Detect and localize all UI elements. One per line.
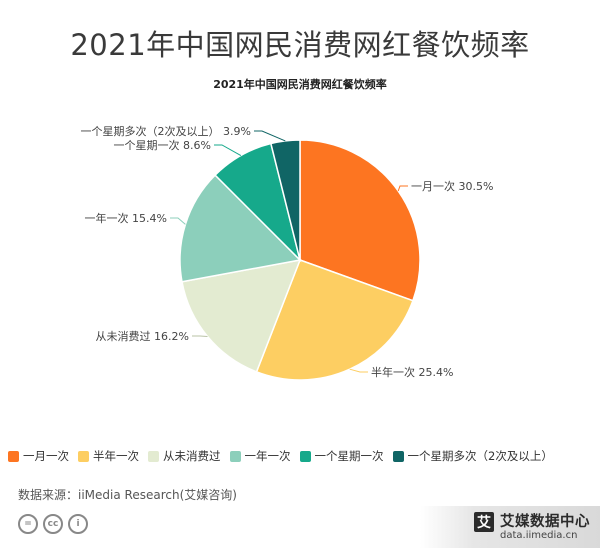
slice-label-yearly: 一年一次 15.4% <box>85 211 167 225</box>
legend-label: 半年一次 <box>93 449 139 463</box>
legend-item-monthly: 一月一次 <box>8 448 69 464</box>
legend-label: 从未消费过 <box>163 449 221 463</box>
slice-label-never: 从未消费过 16.2% <box>96 329 189 343</box>
leader-line-weekly-multiple <box>254 130 286 142</box>
legend-swatch <box>148 450 159 462</box>
legend-item-half-year: 半年一次 <box>78 448 139 464</box>
license-icons: = cc i <box>18 514 93 534</box>
legend-label: 一个星期一次 <box>314 449 384 463</box>
legend-swatch <box>8 450 19 462</box>
brand-band <box>420 506 600 548</box>
brand-logo-icon: 艾 <box>474 512 494 532</box>
legend-swatch <box>229 450 241 462</box>
pie-slice-yearly <box>179 174 302 283</box>
pie-slice-monthly <box>299 139 421 302</box>
leader-line-weekly <box>214 144 242 157</box>
legend-swatch <box>78 450 89 462</box>
legend-label: 一个星期多次（2次及以上） <box>407 449 553 463</box>
slice-label-monthly: 一月一次 30.5% <box>411 179 493 193</box>
legend-item-weekly-multiple: 一个星期多次（2次及以上） <box>392 448 553 464</box>
pie-slice-never <box>181 259 302 373</box>
slice-label-weekly-multiple: 一个星期多次（2次及以上） 3.9% <box>81 124 251 138</box>
person-icon: i <box>68 514 88 534</box>
pie-slice-weekly-multiple <box>269 139 301 261</box>
data-source: 数据来源：iiMedia Research(艾媒咨询) <box>18 488 237 502</box>
legend-label: 一月一次 <box>23 449 69 463</box>
legend-swatch <box>299 450 311 462</box>
brand-url: data.iimedia.cn <box>500 530 578 541</box>
pie-slice-half-year <box>255 259 414 381</box>
chart-legend: 一月一次 半年一次 从未消费过 一年一次 一个星期一次 一个星期多次（2次及以上） <box>8 448 598 464</box>
brand-name: 艾媒数据中心 <box>500 514 590 530</box>
page-title: 2021年中国网民消费网红餐饮频率 <box>70 28 530 62</box>
leader-line-yearly <box>170 217 186 225</box>
slice-label-weekly: 一个星期一次 8.6% <box>114 138 211 152</box>
leader-line-never <box>192 335 208 337</box>
leader-line-monthly <box>397 185 408 192</box>
legend-item-yearly: 一年一次 <box>229 448 291 464</box>
equals-icon: = <box>18 514 38 534</box>
legend-item-never: 从未消费过 <box>148 448 221 464</box>
slice-label-half-year: 半年一次 25.4% <box>371 365 453 379</box>
legend-label: 一年一次 <box>244 449 291 463</box>
legend-item-weekly: 一个星期一次 <box>299 448 384 464</box>
legend-swatch <box>392 450 404 462</box>
chart-title: 2021年中国网民消费网红餐饮频率 <box>213 78 387 91</box>
cc-icon: cc <box>43 514 63 534</box>
leader-line-half-year <box>349 368 368 373</box>
